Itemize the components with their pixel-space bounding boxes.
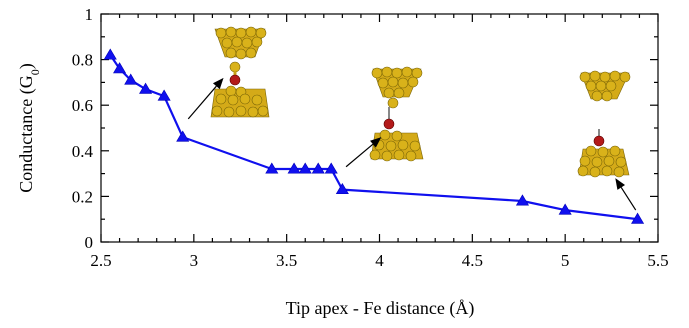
data-point <box>515 194 529 206</box>
x-tick-label: 3.5 <box>276 251 297 270</box>
annotation-arrows <box>187 77 637 211</box>
y-tick-label: 0 <box>85 233 94 252</box>
data-point <box>176 130 190 142</box>
data-point <box>113 62 127 74</box>
annotation-arrow-shaft <box>345 143 374 168</box>
junction-inset-stretched <box>577 70 631 178</box>
y-axis-label-main: Conductance (G <box>16 75 37 192</box>
y-tick-label: 0.4 <box>72 142 94 161</box>
x-tick-label: 5 <box>561 251 570 270</box>
annotation-arrow-shaft <box>187 85 217 120</box>
y-axis-label-close: ) <box>16 63 37 69</box>
x-tick-label: 3 <box>190 251 199 270</box>
data-point <box>558 203 572 215</box>
data-point <box>103 48 117 60</box>
x-tick-label: 5.5 <box>647 251 668 270</box>
data-point <box>298 162 312 174</box>
data-point <box>631 212 645 224</box>
y-axis-label-subscript: 0 <box>28 69 42 75</box>
junction-inset-compressed <box>210 26 270 118</box>
y-tick-label: 0.2 <box>72 187 93 206</box>
data-point <box>335 182 349 195</box>
data-point <box>124 73 138 85</box>
annotation-arrow-head <box>212 77 224 90</box>
x-axis-label: Tip apex - Fe distance (Å) <box>286 298 475 319</box>
tick-labels: 2.5 3 3.5 4 4.5 5 5.5 0 0.2 0.4 0.6 0.8 1 <box>72 5 669 270</box>
data-point <box>324 162 338 174</box>
y-axis-label: Conductance (G0) <box>16 63 42 192</box>
y-tick-label: 1 <box>85 5 94 24</box>
data-point <box>139 82 153 94</box>
data-point <box>265 162 279 174</box>
annotation-arrow-head <box>615 178 626 190</box>
plot-frame <box>100 13 659 243</box>
series-line <box>109 54 638 221</box>
axes: 2.5 3 3.5 4 4.5 5 5.5 0 0.2 0.4 0.6 0.8 1 <box>72 5 669 270</box>
x-tick-label: 4 <box>375 251 384 270</box>
annotation-arrow-head <box>370 137 382 148</box>
data-point <box>287 162 301 174</box>
x-tick-label: 4.5 <box>462 251 483 270</box>
y-tick-label: 0.6 <box>72 96 93 115</box>
ticks <box>100 13 659 243</box>
annotation-arrow-shaft <box>620 187 637 211</box>
data-point <box>157 89 171 101</box>
x-tick-label: 2.5 <box>90 251 111 270</box>
y-tick-label: 0.8 <box>72 51 93 70</box>
junction-inset-intermediate <box>369 66 424 162</box>
data-point <box>311 162 325 174</box>
series-conductance <box>103 48 645 224</box>
